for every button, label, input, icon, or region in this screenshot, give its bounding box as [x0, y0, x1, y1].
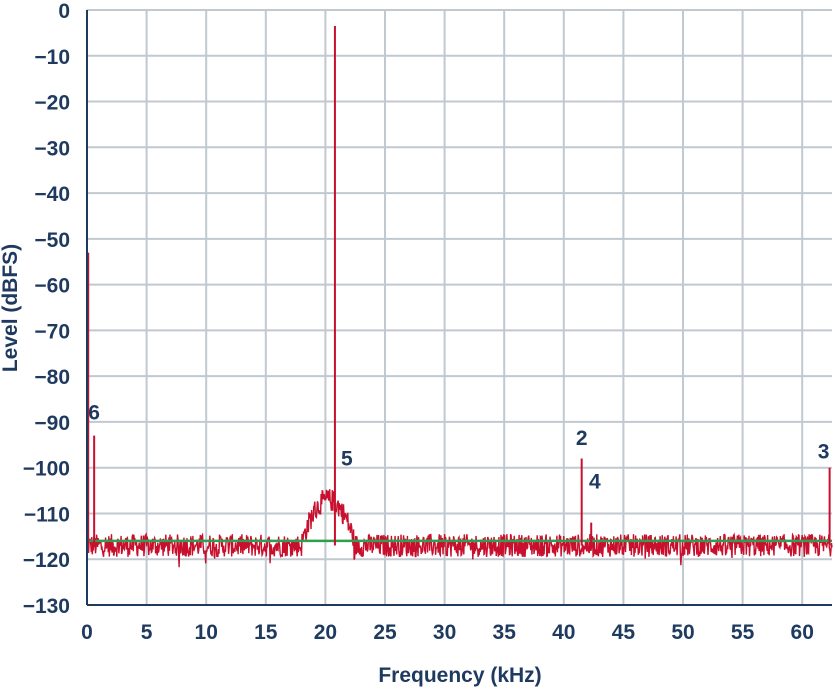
x-tick-label: 0	[81, 621, 93, 644]
x-tick-label: 10	[195, 621, 218, 644]
x-tick-label: 25	[373, 621, 397, 644]
x-tick-label: 40	[552, 621, 575, 644]
x-tick-label: 45	[612, 621, 636, 644]
peak-annotation: 4	[589, 470, 601, 493]
x-tick-label: 55	[731, 621, 755, 644]
axes	[86, 10, 832, 606]
peak-annotations: 6 5 24 3	[88, 402, 829, 494]
spectrum-series	[86, 489, 833, 568]
y-tick-label: −30	[34, 137, 70, 160]
y-tick-label: −50	[34, 229, 70, 252]
spectrum-trace	[86, 489, 833, 568]
y-tick-label: −20	[34, 92, 70, 115]
peak-annotation: 5	[341, 447, 353, 470]
peak-annotation: 6	[88, 402, 100, 425]
x-tick-label: 30	[433, 621, 456, 644]
y-tick-labels: 0 −10 −20 −30 −40 −50 −60 −70 −80 −90 −100 −110 −120…	[23, 0, 70, 618]
grid	[86, 9, 832, 606]
x-axis-title: Frequency (kHz)	[378, 664, 541, 687]
x-tick-label: 5	[141, 621, 153, 644]
peak-annotation: 3	[818, 441, 830, 464]
y-axis-title: Level (dBFS)	[0, 244, 22, 372]
y-tick-label: −130	[23, 595, 70, 618]
x-tick-label: 35	[493, 621, 517, 644]
y-tick-label: −70	[34, 320, 70, 343]
x-tick-label: 20	[314, 621, 337, 644]
y-tick-label: −90	[34, 412, 70, 435]
y-tick-label: −110	[24, 503, 70, 526]
y-tick-label: −40	[34, 183, 70, 206]
y-tick-label: −100	[23, 458, 70, 481]
x-tick-label: 60	[791, 621, 814, 644]
spectral-peaks	[87, 26, 831, 546]
x-tick-labels: 0 5 10 15 20 25 30 35 40 45 50 55 60	[81, 621, 814, 644]
x-tick-label: 50	[671, 621, 694, 644]
x-tick-label: 15	[254, 621, 278, 644]
y-tick-label: −10	[34, 46, 70, 69]
y-tick-label: −60	[34, 275, 70, 298]
peak-annotation: 2	[576, 427, 588, 450]
y-tick-label: 0	[58, 0, 70, 23]
y-tick-label: −80	[34, 366, 70, 389]
y-tick-label: −120	[23, 549, 70, 572]
